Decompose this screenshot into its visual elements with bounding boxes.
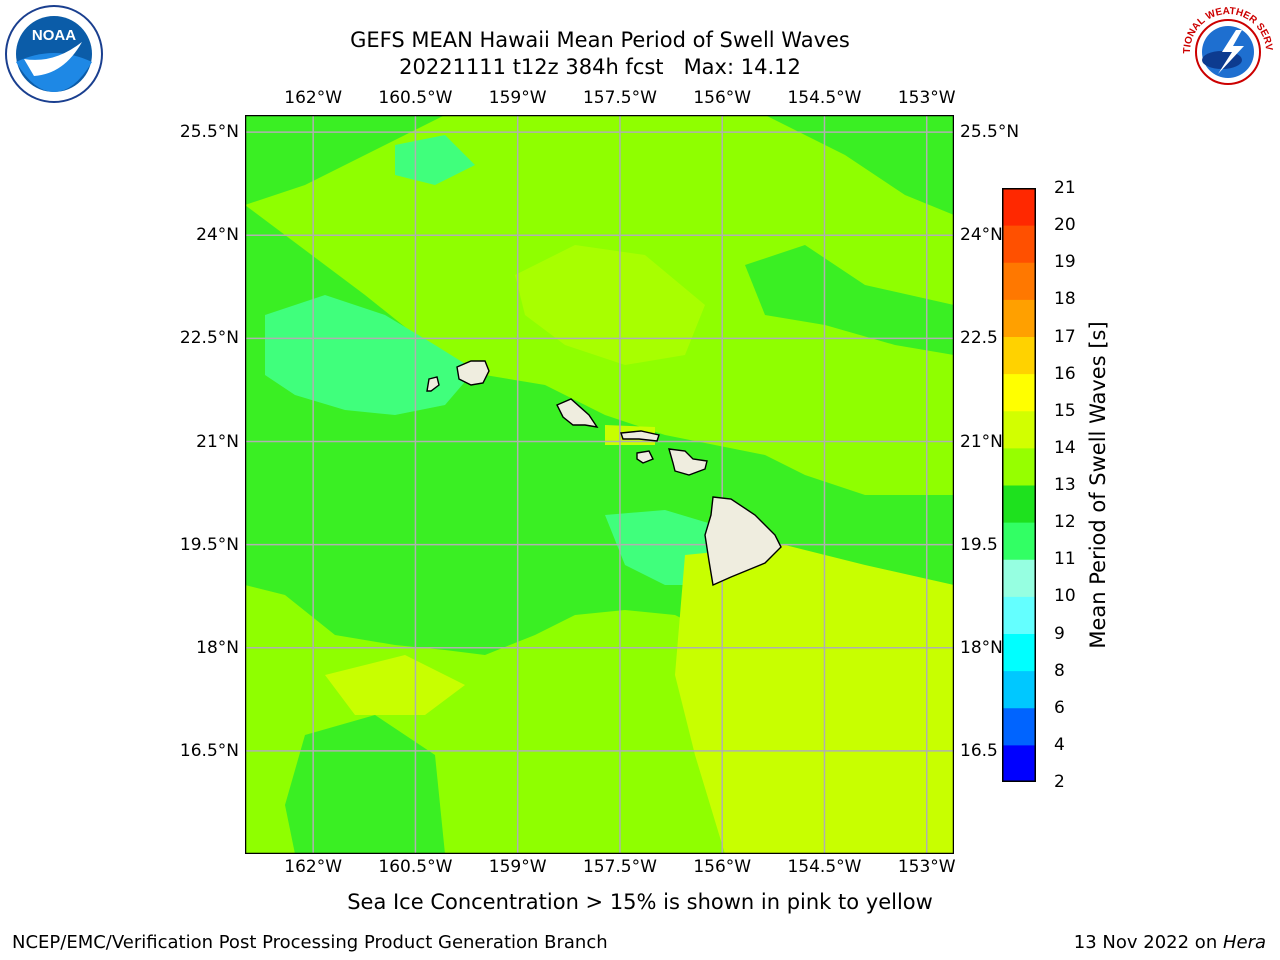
lat-tick-right: 25.5°N (960, 122, 1020, 143)
colorbar-tick: 21 (1054, 178, 1076, 198)
lat-tick-left: 24°N (196, 225, 239, 246)
lat-tick-right: 21°N (960, 431, 1003, 452)
colorbar-segment (1002, 447, 1036, 486)
lon-tick-top: 157.5°W (582, 88, 657, 108)
field-region-dark (245, 115, 445, 205)
map-title: GEFS MEAN Hawaii Mean Period of Swell Wa… (350, 28, 850, 52)
lon-tick-bottom: 162°W (284, 857, 343, 877)
island-group (426, 360, 782, 587)
field-region-cyan (265, 295, 475, 415)
lon-tick-bottom: 159°W (488, 857, 547, 877)
field-region-dark (285, 715, 445, 854)
lon-tick-top: 162°W (284, 88, 343, 108)
colorbar-segment (1002, 373, 1036, 412)
colorbar-segment (1002, 188, 1036, 226)
island-kauai (456, 360, 490, 386)
colorbar-segment (1002, 410, 1036, 449)
lon-tick-top: 153°W (897, 88, 956, 108)
colorbar-tick: 14 (1054, 437, 1076, 458)
nws-logo: NATIONAL WEATHER SERVICE (1178, 4, 1274, 97)
lat-tick-left: 21°N (196, 431, 239, 452)
colorbar-tick: 19 (1054, 252, 1076, 273)
lat-tick-right: 18°N (960, 637, 1003, 658)
colorbar-segment (1002, 744, 1036, 782)
footer-host: Hera (1222, 932, 1266, 953)
lat-tick-left: 16.5°N (179, 740, 239, 761)
colorbar-tick: 16 (1054, 363, 1076, 384)
colorbar-tick: 9 (1054, 623, 1065, 644)
island-oahu (556, 398, 599, 428)
lat-tick-right: 24°N (960, 225, 1003, 246)
lon-tick-top: 154.5°W (787, 88, 862, 108)
swell-period-map (245, 115, 954, 854)
colorbar-segment (1002, 225, 1036, 263)
colorbar-segment (1002, 707, 1036, 746)
noaa-logo-text: NOAA (32, 27, 76, 44)
island-niihau (426, 376, 440, 392)
island-lanai (636, 450, 654, 464)
sea-ice-note: Sea Ice Concentration > 15% is shown in … (347, 890, 933, 914)
colorbar-tick: 15 (1054, 400, 1076, 421)
island-hawaii (704, 496, 782, 587)
field-region-dark (745, 245, 954, 355)
colorbar-tick: 17 (1054, 326, 1076, 347)
colorbar-segment (1002, 262, 1036, 300)
colorbar-segment (1002, 596, 1036, 634)
colorbar-tick: 12 (1054, 512, 1076, 533)
lon-tick-bottom: 154.5°W (787, 857, 862, 877)
colorbar-tick: 6 (1054, 697, 1065, 718)
island-maui (668, 448, 708, 476)
lon-tick-bottom: 157.5°W (582, 857, 657, 877)
lat-tick-right: 16.5 (960, 740, 998, 761)
colorbar-segment (1002, 522, 1036, 560)
colorbar-label: Mean Period of Swell Waves [s] (1086, 321, 1110, 649)
footer-left: NCEP/EMC/Verification Post Processing Pr… (12, 932, 608, 953)
lat-tick-left: 25.5°N (179, 122, 239, 143)
footer-date: 13 Nov 2022 on (1073, 932, 1223, 953)
lat-tick-left: 18°N (196, 637, 239, 658)
colorbar-segment (1002, 559, 1036, 597)
lat-tick-left: 19.5°N (179, 534, 239, 555)
field-region-yellow (675, 545, 954, 854)
colorbar-tick: 18 (1054, 289, 1076, 310)
lon-tick-bottom: 156°W (693, 857, 752, 877)
colorbar-tick: 10 (1054, 586, 1076, 607)
colorbar (1002, 188, 1036, 782)
lat-tick-left: 22.5°N (179, 328, 239, 349)
map-subtitle: 20221111 t12z 384h fcst Max: 14.12 (399, 55, 801, 79)
lon-tick-top: 156°W (693, 88, 752, 108)
colorbar-segment (1002, 670, 1036, 709)
map-frame (245, 115, 954, 854)
colorbar-segment (1002, 485, 1036, 523)
lon-tick-bottom: 160.5°W (378, 857, 453, 877)
island-molokai (620, 430, 660, 442)
colorbar-segment (1002, 299, 1036, 337)
graticule (245, 115, 954, 854)
colorbar-tick: 8 (1054, 660, 1065, 681)
field-region-dark (765, 115, 954, 215)
colorbar-segment (1002, 336, 1036, 375)
colorbar-tick: 13 (1054, 475, 1076, 495)
lon-tick-bottom: 153°W (897, 857, 956, 877)
colorbar-tick: 20 (1054, 215, 1076, 236)
colorbar-tick: 4 (1054, 734, 1065, 755)
field-region-yellow (325, 655, 465, 715)
noaa-logo: NOAA (5, 5, 103, 103)
field-region-light (515, 245, 705, 365)
lon-tick-top: 160.5°W (378, 88, 453, 108)
lat-tick-right: 19.5 (960, 534, 998, 555)
lon-tick-top: 159°W (488, 88, 547, 108)
colorbar-tick: 2 (1054, 772, 1065, 792)
footer-right: 13 Nov 2022 on Hera (1074, 932, 1266, 953)
colorbar-frame (1002, 188, 1036, 782)
colorbar-segment (1002, 633, 1036, 672)
lat-tick-right: 22.5 (960, 328, 998, 349)
colorbar-tick: 11 (1054, 549, 1076, 570)
